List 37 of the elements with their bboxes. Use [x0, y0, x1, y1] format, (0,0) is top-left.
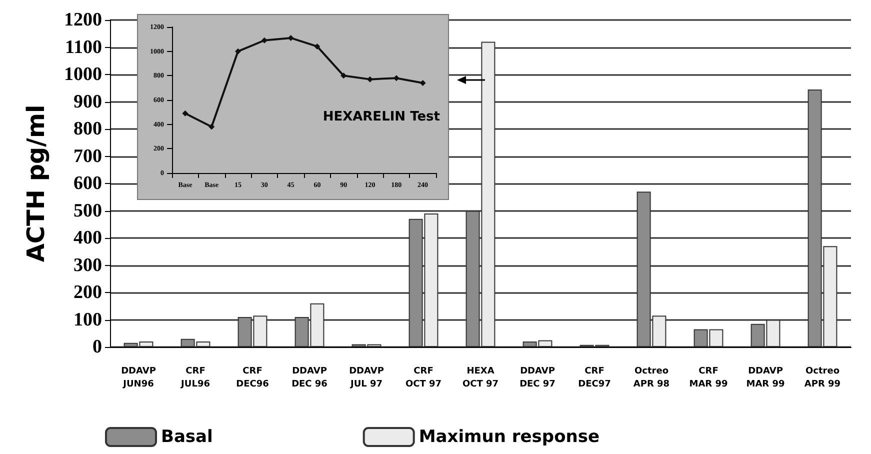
y-tick-label: 400 [74, 228, 102, 248]
x-tick-label: CRF JUL96 [180, 366, 210, 390]
x-tick-label: CRF MAR 99 [689, 366, 728, 390]
point [235, 48, 241, 54]
y-tick-label: 1200 [64, 10, 102, 30]
legend-label: Maximun response [418, 427, 600, 447]
y-tick-label: 300 [74, 254, 102, 276]
y-tick-label: 100 [74, 309, 102, 330]
point [261, 37, 268, 44]
x-tick-label: DDAVP DEC 97 [520, 366, 556, 390]
legend-label: Basal [161, 427, 213, 447]
x-tick-label: Octreo APR 99 [804, 366, 841, 390]
y-tick-label: 200 [74, 282, 102, 303]
point [420, 80, 426, 86]
x-tick-label: CRF DEC96 [236, 366, 269, 390]
x-tick-label: Octreo APR 98 [633, 366, 670, 390]
point [182, 110, 188, 116]
y-tick-label: 700 [74, 146, 102, 167]
x-tick-label: CRF DEC97 [578, 366, 611, 390]
x-tick-label: CRF OCT 97 [405, 366, 442, 390]
y-tick-label: 500 [74, 200, 102, 222]
y-tick-label: 1000 [64, 64, 102, 85]
y-axis-title: ACTH pg/ml [22, 104, 50, 262]
y-tick-label: 1100 [65, 36, 102, 58]
x-tick-label: HEXA OCT 97 [462, 366, 499, 390]
y-tick-label: 0 [92, 336, 102, 358]
point [208, 124, 215, 130]
annotation: HEXARELIN Test [322, 110, 440, 125]
x-tick-label: DDAVP JUN96 [121, 366, 156, 390]
y-tick-label: 600 [74, 173, 102, 194]
point [314, 43, 320, 50]
point [367, 76, 373, 82]
x-tick-label: DDAVP JUL 97 [349, 366, 384, 390]
x-tick-label: DDAVP MAR 99 [746, 366, 785, 390]
y-tick-label: 800 [74, 118, 102, 140]
y-tick-label: 900 [74, 91, 102, 112]
x-tick-label: DDAVP DEC 96 [292, 366, 328, 390]
